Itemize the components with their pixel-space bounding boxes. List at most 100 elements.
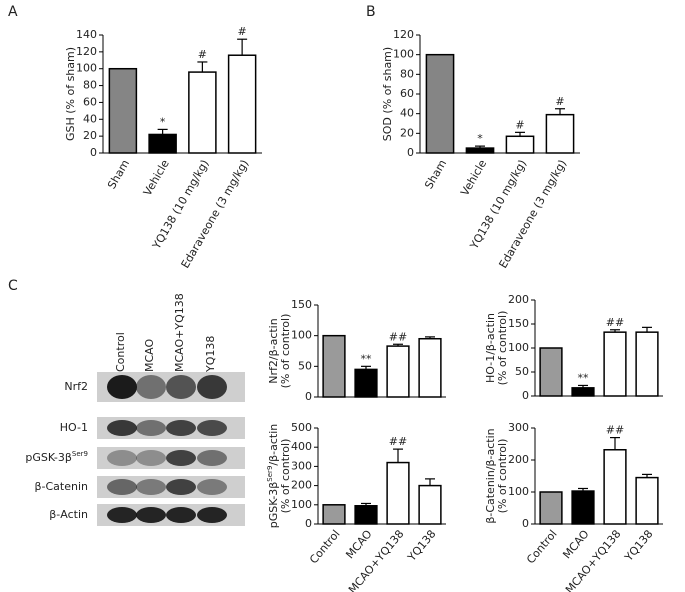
blot-band (166, 450, 196, 466)
blot-band (136, 420, 166, 436)
bar (571, 490, 595, 525)
y-tick-label: 60 (83, 95, 97, 108)
blot-band (197, 507, 227, 523)
y-tick-label: 200 (508, 453, 529, 466)
y-axis-label: (% of control) (279, 314, 292, 389)
protein-label: β-Catenin (35, 480, 89, 493)
y-tick-label: 0 (305, 390, 312, 403)
significance-mark: ## (389, 330, 407, 343)
y-axis-label: GSH (% of sham) (64, 47, 77, 141)
significance-mark: ## (389, 435, 407, 448)
y-tick-label: 500 (291, 421, 312, 434)
significance-mark: ## (606, 424, 624, 437)
significance-mark: ** (361, 352, 373, 365)
y-axis-label: SOD (% of sham) (381, 47, 394, 141)
blot-band (166, 420, 196, 436)
y-tick-label: 100 (508, 341, 529, 354)
y-tick-label: 100 (508, 485, 529, 498)
significance-mark: # (198, 48, 207, 61)
y-tick-label: 200 (291, 479, 312, 492)
bar (603, 449, 627, 525)
bar (505, 135, 535, 154)
y-tick-label: 150 (508, 317, 529, 330)
blot-band (107, 507, 137, 523)
x-tick-label: Control (524, 528, 560, 567)
y-tick-label: 200 (508, 293, 529, 306)
y-tick-label: 100 (393, 48, 414, 61)
x-tick-label: MCAO (343, 527, 374, 561)
significance-mark: ** (578, 371, 590, 384)
protein-label: pGSK-3βSer9 (25, 450, 88, 464)
y-tick-label: 120 (76, 45, 97, 58)
y-tick-label: 0 (407, 146, 414, 159)
y-axis-label: pGSK-3βSer9/β-actin (266, 424, 280, 528)
y-tick-label: 20 (400, 126, 414, 139)
bar (354, 505, 378, 525)
blot-band (197, 450, 227, 466)
significance-mark: * (477, 132, 483, 145)
y-tick-label: 0 (522, 517, 529, 530)
x-tick-label: Sham (422, 158, 449, 192)
lane-label: YQ138 (204, 336, 217, 373)
x-tick-label: MCAO+YQ138 (346, 528, 407, 592)
y-tick-label: 300 (508, 421, 529, 434)
blot-band (166, 479, 196, 495)
y-tick-label: 60 (400, 87, 414, 100)
y-tick-label: 20 (83, 129, 97, 142)
bar (322, 334, 346, 398)
y-tick-label: 100 (76, 62, 97, 75)
blot-band (197, 479, 227, 495)
x-tick-label: Sham (105, 158, 132, 192)
bar (418, 484, 442, 525)
y-tick-label: 50 (298, 359, 312, 372)
blot-band (136, 479, 166, 495)
significance-mark: # (515, 118, 524, 131)
protein-label-part: pGSK-3β (25, 451, 72, 464)
blot-band (107, 420, 137, 436)
significance-mark: # (238, 25, 247, 38)
protein-label-part: Ser9 (72, 450, 88, 458)
y-tick-label: 40 (83, 112, 97, 125)
y-tick-label: 0 (90, 146, 97, 159)
protein-label: β-Actin (49, 508, 88, 521)
y-tick-label: 0 (522, 389, 529, 402)
y-tick-label: 400 (291, 440, 312, 453)
y-axis-label: (% of control) (279, 439, 292, 514)
bar (227, 54, 257, 154)
bar (571, 387, 595, 397)
y-tick-label: 0 (305, 517, 312, 530)
y-tick-label: 120 (393, 28, 414, 41)
y-axis-label: (% of control) (496, 439, 509, 514)
blot-band (197, 375, 227, 399)
x-tick-label: Vehicle (141, 157, 172, 198)
bar (322, 504, 346, 525)
x-tick-label: Vehicle (458, 157, 489, 198)
y-tick-label: 40 (400, 107, 414, 120)
panel-label: A (8, 4, 18, 20)
bar (465, 147, 495, 154)
bar (635, 476, 659, 525)
bar (188, 71, 217, 154)
y-axis-label: HO-1/β-actin (484, 313, 497, 383)
bar (635, 331, 659, 397)
y-tick-label: 100 (291, 498, 312, 511)
y-axis-label: Nrf2/β-actin (267, 318, 280, 383)
significance-mark: # (555, 95, 564, 108)
blot-band (136, 375, 166, 399)
lane-label: MCAO (143, 338, 156, 372)
blot-band (107, 450, 137, 466)
bar (108, 67, 138, 154)
x-tick-label: MCAO (560, 527, 591, 561)
significance-mark: * (160, 115, 166, 128)
y-axis-label-part: pGSK-3β (267, 482, 280, 529)
bar (545, 113, 575, 154)
y-tick-label: 150 (291, 298, 312, 311)
panel-label: B (366, 4, 376, 20)
bar (148, 133, 177, 154)
protein-label: Nrf2 (64, 380, 88, 393)
bar (425, 53, 455, 154)
y-tick-label: 140 (76, 28, 97, 41)
y-tick-label: 100 (291, 329, 312, 342)
lane-label: MCAO+YQ138 (173, 293, 186, 372)
